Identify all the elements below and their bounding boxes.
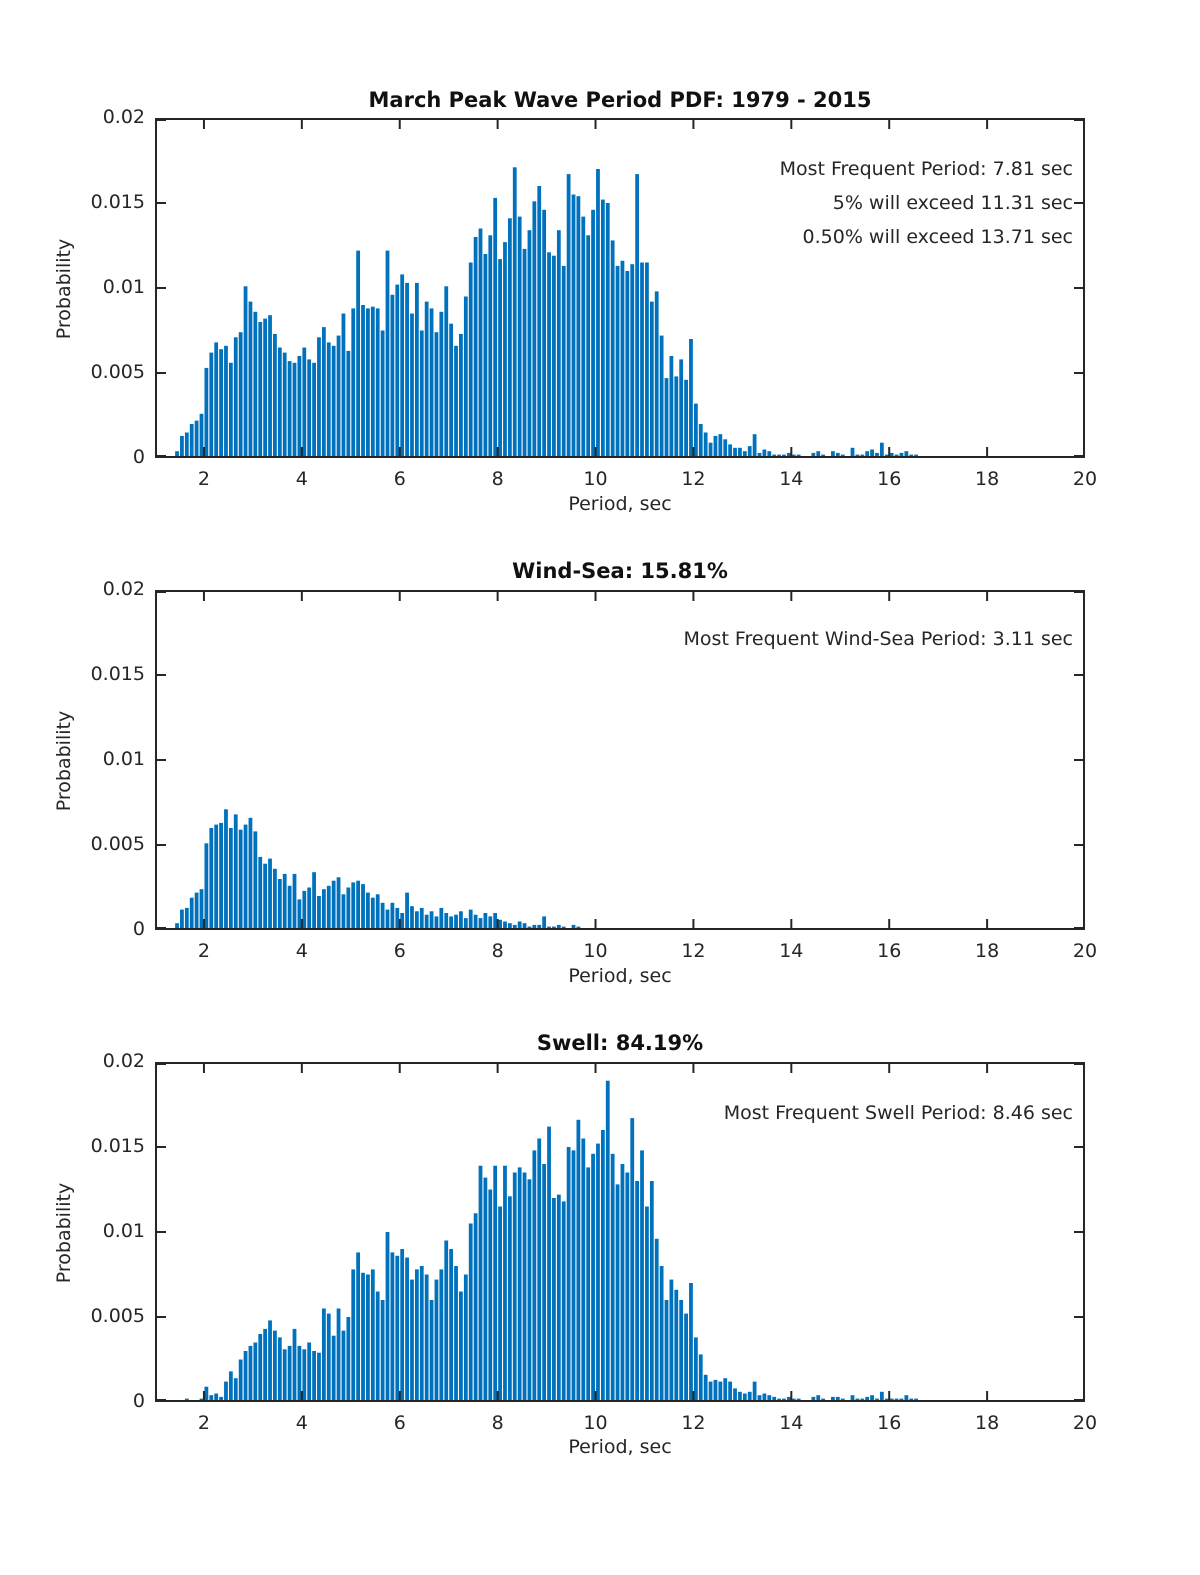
- x-tick-label: 2: [197, 940, 210, 962]
- histogram-bars: [155, 590, 1085, 930]
- y-tick-label: 0.02: [102, 578, 145, 600]
- x-tick-label: 2: [197, 1412, 210, 1434]
- histogram-bars: [155, 1062, 1085, 1402]
- annotation-most-frequent-windsea-period: Most Frequent Wind-Sea Period: 3.11 sec: [683, 628, 1073, 650]
- plot-area: [155, 118, 1085, 458]
- annotation-0p5pct-exceed: 0.50% will exceed 13.71 sec: [802, 226, 1073, 248]
- y-tick-label: 0.02: [102, 1050, 145, 1072]
- y-tick-label: 0: [132, 446, 145, 468]
- y-tick-label: 0.015: [90, 1135, 145, 1157]
- x-tick-label: 12: [681, 468, 706, 490]
- x-tick-label: 12: [681, 1412, 706, 1434]
- y-tick-label: 0.01: [102, 748, 145, 770]
- y-tick-label: 0.015: [90, 191, 145, 213]
- x-tick-label: 8: [491, 1412, 504, 1434]
- x-tick-label: 14: [779, 940, 804, 962]
- x-axis-label: Period, sec: [568, 965, 672, 987]
- x-tick-label: 18: [975, 940, 1000, 962]
- x-tick-label: 14: [779, 1412, 804, 1434]
- x-tick-label: 16: [877, 940, 902, 962]
- x-tick-label: 10: [583, 1412, 608, 1434]
- chart-title: Swell: 84.19%: [536, 1031, 704, 1055]
- x-tick-label: 4: [295, 940, 308, 962]
- x-axis-label: Period, sec: [568, 493, 672, 515]
- x-tick-label: 14: [779, 468, 804, 490]
- annotation-5pct-exceed: 5% will exceed 11.31 sec: [832, 192, 1073, 214]
- chart-title: March Peak Wave Period PDF: 1979 - 2015: [368, 88, 872, 112]
- x-tick-label: 20: [1072, 940, 1098, 962]
- chart-title: Wind-Sea: 15.81%: [512, 559, 728, 583]
- y-tick-label: 0.005: [90, 361, 145, 383]
- x-tick-label: 16: [877, 1412, 902, 1434]
- y-tick-label: 0.005: [90, 833, 145, 855]
- x-tick-label: 8: [491, 468, 504, 490]
- y-tick-label: 0.005: [90, 1305, 145, 1327]
- x-tick-label: 6: [393, 468, 406, 490]
- x-tick-label: 8: [491, 940, 504, 962]
- histogram-bars: [155, 118, 1085, 458]
- y-tick-label: 0: [132, 918, 145, 940]
- x-tick-label: 6: [393, 940, 406, 962]
- x-tick-label: 20: [1072, 1412, 1098, 1434]
- y-tick-label: 0.02: [102, 106, 145, 128]
- x-tick-label: 4: [295, 468, 308, 490]
- y-tick-label: 0.01: [102, 1220, 145, 1242]
- x-tick-label: 18: [975, 1412, 1000, 1434]
- plot-area: [155, 590, 1085, 930]
- x-tick-label: 20: [1072, 468, 1098, 490]
- x-tick-label: 4: [295, 1412, 308, 1434]
- x-tick-label: 10: [583, 940, 608, 962]
- y-tick-label: 0.015: [90, 663, 145, 685]
- x-tick-label: 12: [681, 940, 706, 962]
- y-tick-label: 0: [132, 1390, 145, 1412]
- plot-area: [155, 1062, 1085, 1402]
- x-tick-label: 2: [197, 468, 210, 490]
- x-axis-label: Period, sec: [568, 1436, 672, 1458]
- x-tick-label: 18: [975, 468, 1000, 490]
- x-tick-label: 16: [877, 468, 902, 490]
- annotation-most-frequent-swell-period: Most Frequent Swell Period: 8.46 sec: [723, 1102, 1073, 1124]
- y-tick-label: 0.01: [102, 276, 145, 298]
- x-tick-label: 10: [583, 468, 608, 490]
- x-tick-label: 6: [393, 1412, 406, 1434]
- annotation-most-frequent-period: Most Frequent Period: 7.81 sec: [779, 158, 1073, 180]
